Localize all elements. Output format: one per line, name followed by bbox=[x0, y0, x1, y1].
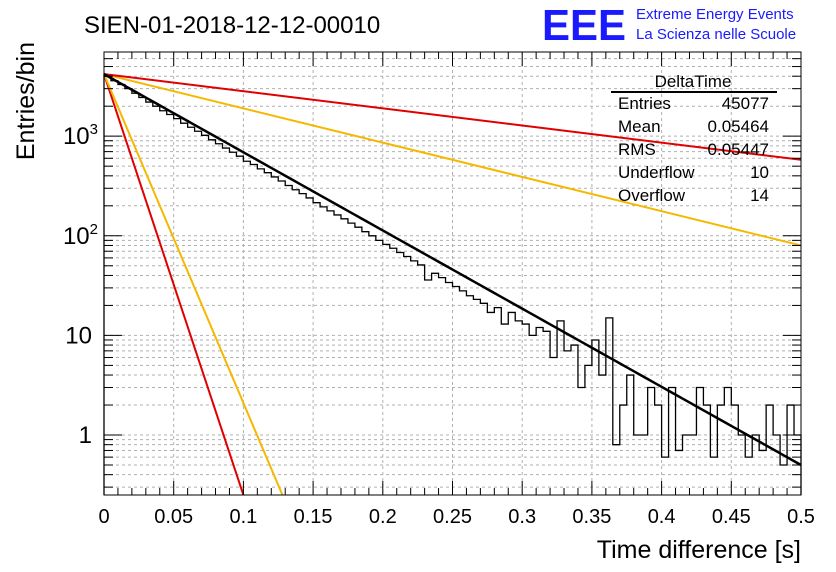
stats-value: 0.05464 bbox=[708, 117, 769, 136]
stats-value: 0.05447 bbox=[708, 140, 769, 159]
x-tick-label: 0.5 bbox=[787, 506, 815, 528]
orange-curve bbox=[103, 73, 802, 247]
y-tick-labels: 1 10 102 103 bbox=[63, 121, 98, 449]
y-tick-label: 103 bbox=[63, 121, 98, 150]
fit-line bbox=[103, 73, 802, 467]
x-tick-label: 0.15 bbox=[294, 506, 333, 528]
stats-title: DeltaTime bbox=[655, 72, 732, 91]
x-tick-label: 0.35 bbox=[572, 506, 611, 528]
x-tick-label: 0 bbox=[98, 506, 109, 528]
logo-line-2: La Scienza nelle Scuole bbox=[636, 26, 796, 43]
stats-label: Mean bbox=[618, 117, 661, 136]
y-tick-label: 1 bbox=[79, 422, 92, 449]
y-tick-label: 10 bbox=[65, 322, 92, 349]
eee-logo: EEE bbox=[542, 1, 626, 50]
stats-value: 14 bbox=[750, 186, 769, 205]
x-tick-label: 0.05 bbox=[154, 506, 193, 528]
grid-lines bbox=[103, 51, 802, 495]
x-tick-label: 0.1 bbox=[229, 506, 257, 528]
x-tick-label: 0.4 bbox=[648, 506, 676, 528]
stats-label: RMS bbox=[618, 140, 656, 159]
run-title: SIEN-01-2018-12-12-00010 bbox=[84, 12, 380, 39]
logo-line-1: Extreme Energy Events bbox=[636, 6, 794, 23]
stats-value: 45077 bbox=[722, 94, 769, 113]
y-tick-label: 102 bbox=[63, 221, 98, 250]
x-tick-label: 0.45 bbox=[712, 506, 751, 528]
stats-label: Underflow bbox=[618, 163, 695, 182]
stats-value: 10 bbox=[750, 163, 769, 182]
x-tick-labels: 0 0.05 0.1 0.15 0.2 0.25 0.3 0.35 0.4 0.45 0.5 bbox=[98, 506, 814, 528]
stats-box: DeltaTime Entries 45077 Mean 0.05464 RMS… bbox=[611, 72, 777, 205]
x-tick-label: 0.3 bbox=[508, 506, 536, 528]
x-axis-label: Time difference [s] bbox=[597, 536, 801, 564]
red-curve bbox=[103, 73, 245, 496]
red-curve bbox=[103, 73, 802, 161]
x-tick-label: 0.25 bbox=[433, 506, 472, 528]
x-tick-label: 0.2 bbox=[369, 506, 397, 528]
stats-label: Entries bbox=[618, 94, 671, 113]
orange-curve bbox=[103, 73, 284, 496]
stats-label: Overflow bbox=[618, 186, 686, 205]
reference-curves bbox=[103, 73, 802, 496]
histogram-series bbox=[103, 75, 802, 495]
axis-ticks bbox=[103, 51, 802, 495]
y-axis-label: Entries/bin bbox=[12, 42, 40, 160]
